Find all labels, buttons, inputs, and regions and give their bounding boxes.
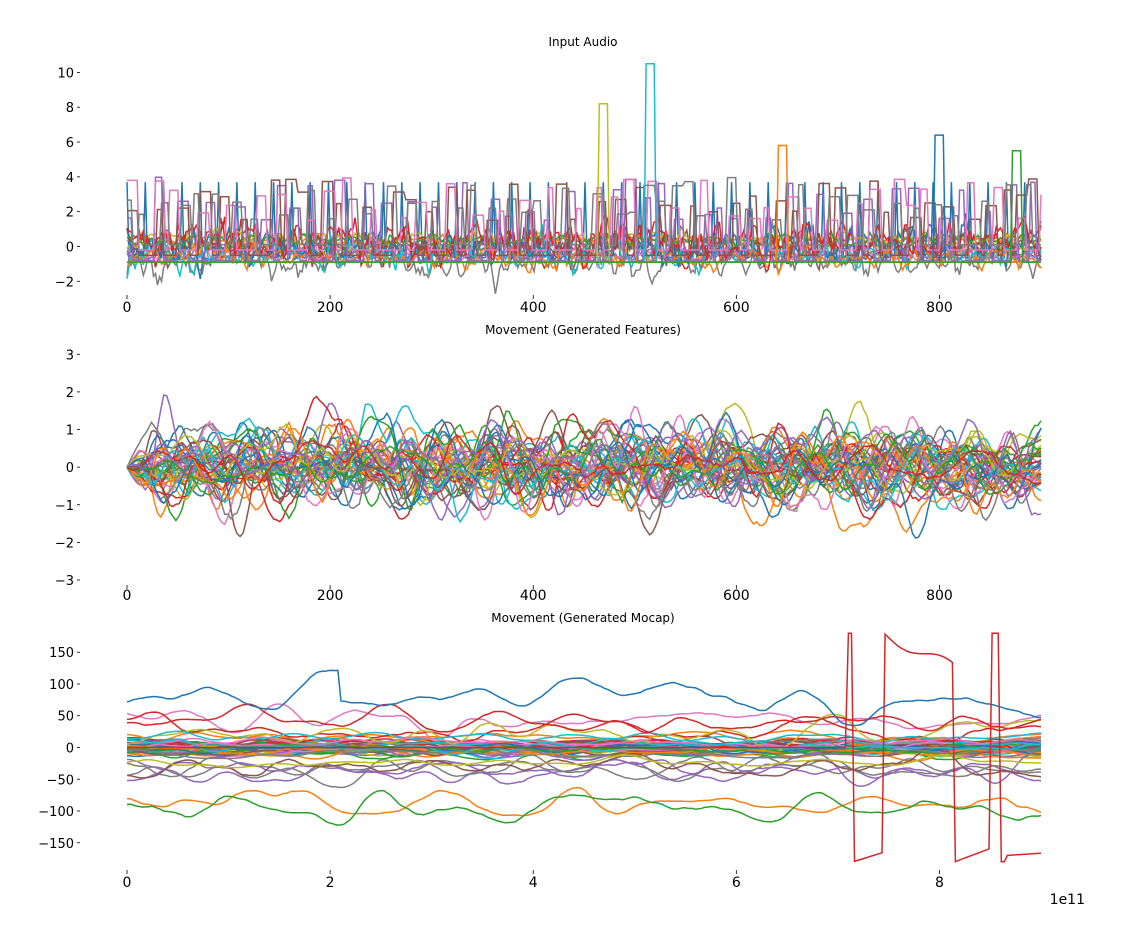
y-tick-label: −150 (38, 837, 74, 852)
mocap-y-axis: −150 −100 −50 0 50 100 150 (38, 646, 80, 852)
series-line (126, 736, 1042, 750)
y-tick-label: 0 (66, 742, 74, 757)
series-line (126, 434, 1042, 495)
mocap-title: Movement (Generated Mocap) (491, 611, 674, 625)
y-tick-label: −2 (55, 536, 74, 551)
series-line (127, 149, 1041, 263)
y-tick-label: −50 (47, 773, 74, 788)
x-tick-label: 200 (317, 300, 344, 316)
series-line (126, 418, 1042, 517)
x-scale-label: 1e11 (1050, 892, 1085, 908)
features-y-axis: −3 −2 −1 0 1 2 3 (55, 348, 80, 589)
y-tick-label: 3 (66, 348, 74, 363)
y-tick-label: 6 (66, 136, 74, 151)
mocap-plot-area (126, 632, 1042, 863)
x-tick-label: 8 (935, 875, 944, 891)
series-line (126, 743, 1042, 779)
x-tick-label: 600 (723, 588, 750, 604)
y-tick-label: 10 (57, 66, 74, 81)
series-line (126, 754, 1042, 769)
series-line (126, 750, 1042, 787)
y-tick-label: 150 (49, 646, 74, 661)
audio-y-axis: −2 0 2 4 6 8 10 (55, 66, 80, 290)
series-line (126, 669, 1042, 727)
y-tick-label: 0 (66, 461, 74, 476)
series-line (127, 178, 1041, 256)
series-line (126, 424, 1042, 495)
x-tick-label: 200 (317, 588, 344, 604)
x-tick-label: 800 (926, 300, 953, 316)
mocap-panel: Movement (Generated Mocap) −150 −100 −50 0 5… (38, 611, 1085, 908)
y-tick-label: 100 (49, 678, 74, 693)
x-tick-label: 0 (123, 875, 132, 891)
y-tick-label: 4 (66, 171, 74, 186)
y-tick-label: 1 (66, 424, 74, 439)
series-line (126, 405, 1042, 521)
audio-title: Input Audio (549, 35, 618, 49)
y-tick-label: −1 (55, 499, 74, 514)
x-tick-label: 2 (326, 875, 335, 891)
features-x-axis: 0 200 400 600 800 (123, 585, 953, 604)
y-tick-label: 2 (66, 386, 74, 401)
y-tick-label: 50 (57, 710, 74, 725)
audio-plot-area (126, 62, 1042, 294)
x-tick-label: 400 (520, 300, 547, 316)
audio-x-axis: 0 200 400 600 800 (123, 295, 953, 316)
series-line (126, 703, 1042, 743)
series-line (126, 789, 1042, 826)
series-line (126, 744, 1041, 757)
series-line (126, 703, 1042, 734)
series-line (126, 787, 1042, 817)
y-tick-label: 8 (66, 101, 74, 116)
x-tick-label: 600 (723, 300, 750, 316)
y-tick-label: −100 (38, 805, 74, 820)
x-tick-label: 6 (732, 875, 741, 891)
x-tick-label: 0 (123, 588, 132, 604)
series-line (126, 214, 1042, 274)
audio-panel: Input Audio −2 0 2 4 6 8 10 0 200 400 600 800 (55, 35, 1042, 316)
features-title: Movement (Generated Features) (485, 323, 681, 337)
y-tick-label: 2 (66, 206, 74, 221)
series-line (127, 632, 1042, 863)
series-line (127, 748, 1042, 760)
y-tick-label: −3 (55, 574, 74, 589)
series-line (127, 176, 1041, 246)
x-tick-label: 0 (123, 300, 132, 316)
series-line (126, 738, 1042, 756)
x-tick-label: 800 (926, 588, 953, 604)
y-tick-label: −2 (55, 275, 74, 290)
x-tick-label: 400 (520, 588, 547, 604)
mocap-x-axis: 0 2 4 6 8 (123, 870, 944, 891)
features-plot-area (126, 394, 1042, 540)
features-panel: Movement (Generated Features) −3 −2 −1 0 1 2 3… (55, 323, 1042, 604)
series-line (126, 411, 1042, 540)
series-line (126, 182, 1042, 265)
series-line (127, 730, 1042, 743)
series-line (126, 424, 1042, 512)
x-tick-label: 4 (529, 875, 538, 891)
series-line (126, 416, 1042, 516)
y-tick-label: 0 (66, 240, 74, 255)
series-line (127, 177, 1042, 251)
